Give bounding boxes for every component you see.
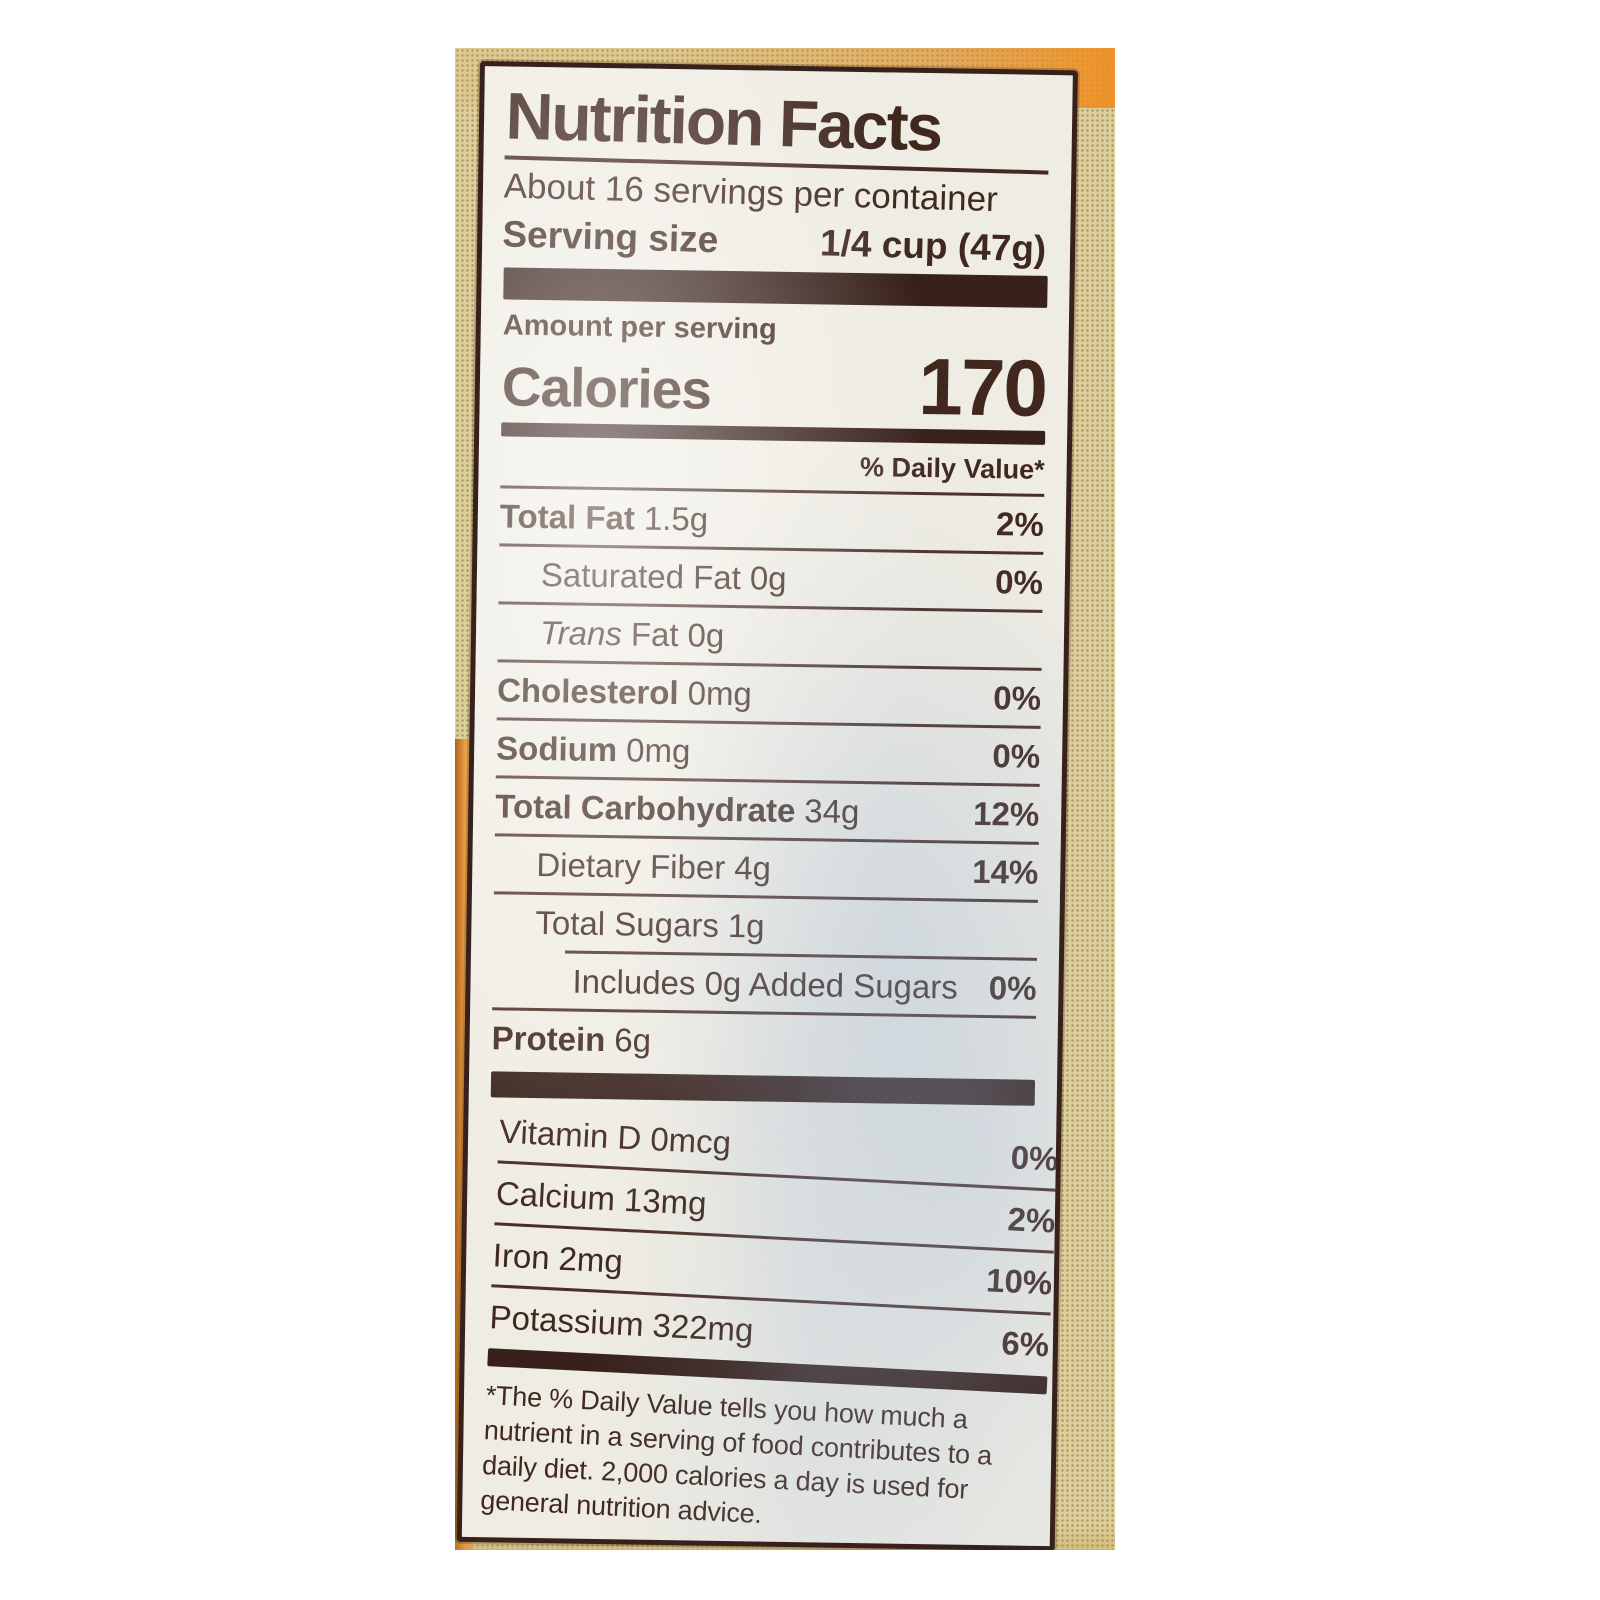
nutrient-row-total-sugars: Total Sugars 1g (493, 895, 1038, 959)
nutrient-row-sodium: Sodium 0mg 0% (496, 721, 1041, 785)
nutrient-name: Total Carbohydrate (495, 787, 796, 830)
nutrient-row-total-carbohydrate: Total Carbohydrate 34g 12% (495, 779, 1040, 843)
nutrient-dv: 0% (994, 563, 1044, 602)
nutrient-amount: 0g (749, 559, 787, 598)
nutrient-row-saturated-fat: Saturated Fat 0g 0% (499, 547, 1044, 611)
nutrient-name: Total Fat (499, 497, 636, 537)
nutrient-name: Dietary Fiber (536, 846, 726, 887)
calories-value: 170 (917, 342, 1047, 434)
nutrient-name: Protein (491, 1019, 606, 1059)
serving-size-label: Serving size (501, 213, 719, 261)
nutrient-name: Saturated Fat (540, 556, 742, 597)
label-title: Nutrition Facts (504, 78, 943, 165)
nutrient-amount: 4g (733, 849, 772, 887)
thick-bar (490, 1071, 1036, 1107)
nutrient-row-cholesterol: Cholesterol 0mg 0% (497, 663, 1042, 727)
calories-label: Calories (501, 355, 712, 421)
nutrient-amount: 1g (727, 907, 765, 945)
nutrient-amount: 0g (687, 616, 725, 655)
micronutrient-amount: 0mcg (649, 1120, 732, 1162)
micronutrient-amount: 2mg (557, 1239, 624, 1281)
nutrient-amount: 0mg (625, 731, 691, 770)
nutrient-row-added-sugars: Includes 0g Added Sugars 0% (492, 953, 1037, 1017)
nutrient-row-total-fat: Total Fat 1.5g 2% (499, 489, 1045, 553)
nutrient-row-protein: Protein 6g (491, 1011, 1036, 1075)
nutrition-facts-label: Nutrition Facts About 16 servings per co… (456, 61, 1078, 1550)
nutrient-dv: 0% (993, 679, 1042, 718)
micronutrient-name: Iron (491, 1236, 551, 1277)
serving-size-value: 1/4 cup (47g) (819, 222, 1047, 270)
thick-bar (503, 267, 1048, 309)
calories-row: Calories 170 (501, 342, 1047, 434)
micronutrient-dv: 0% (1009, 1138, 1060, 1179)
serving-size-row: Serving size 1/4 cup (47g) (502, 214, 1047, 271)
nutrient-amount: 0mg (687, 674, 753, 713)
micronutrient-dv: 6% (1000, 1324, 1050, 1364)
nutrient-dv: 12% (972, 795, 1040, 834)
daily-value-header: % Daily Value* (859, 452, 1045, 486)
micronutrient-name: Potassium (488, 1298, 645, 1344)
label-header: Nutrition Facts About 16 servings per co… (502, 78, 1051, 271)
nutrient-dv: 14% (971, 853, 1039, 892)
micronutrient-name: Vitamin D (498, 1112, 643, 1157)
nutrient-row-dietary-fiber: Dietary Fiber 4g 14% (494, 837, 1039, 901)
micronutrient-amount: 13mg (623, 1181, 708, 1223)
footnote-text: *The % Daily Value tells you how much a … (479, 1380, 993, 1530)
nutrient-name: Cholesterol (496, 671, 679, 712)
nutrient-dv: 0% (992, 737, 1041, 776)
nutrient-dv: 2% (995, 505, 1045, 544)
nutrient-name: Sodium (495, 729, 618, 769)
nutrient-amount: 6g (614, 1021, 652, 1060)
nutrient-dv: 0% (988, 969, 1037, 1008)
nutrient-amount: 1.5g (643, 499, 709, 538)
micronutrients-section: Vitamin D 0mcg 0% Calcium 13mg 2% Iron 2… (480, 1102, 1060, 1547)
nutrient-amount: 34g (804, 792, 860, 831)
nutrient-name: Total Sugars (535, 904, 720, 945)
micronutrient-amount: 322mg (651, 1306, 755, 1349)
nutrient-row-trans-fat: Trans Fat 0g (498, 605, 1043, 669)
nutrient-name: Includes 0g Added Sugars (572, 962, 959, 1006)
package-photo: Nutrition Facts About 16 servings per co… (455, 48, 1115, 1550)
nutrient-name-italic: Trans (539, 614, 623, 653)
micronutrient-dv: 2% (1006, 1200, 1057, 1240)
micronutrient-dv: 10% (985, 1261, 1054, 1302)
nutrient-name: Fat (630, 615, 679, 654)
servings-per-container: About 16 servings per container (503, 166, 999, 220)
micronutrient-name: Calcium (495, 1174, 617, 1218)
